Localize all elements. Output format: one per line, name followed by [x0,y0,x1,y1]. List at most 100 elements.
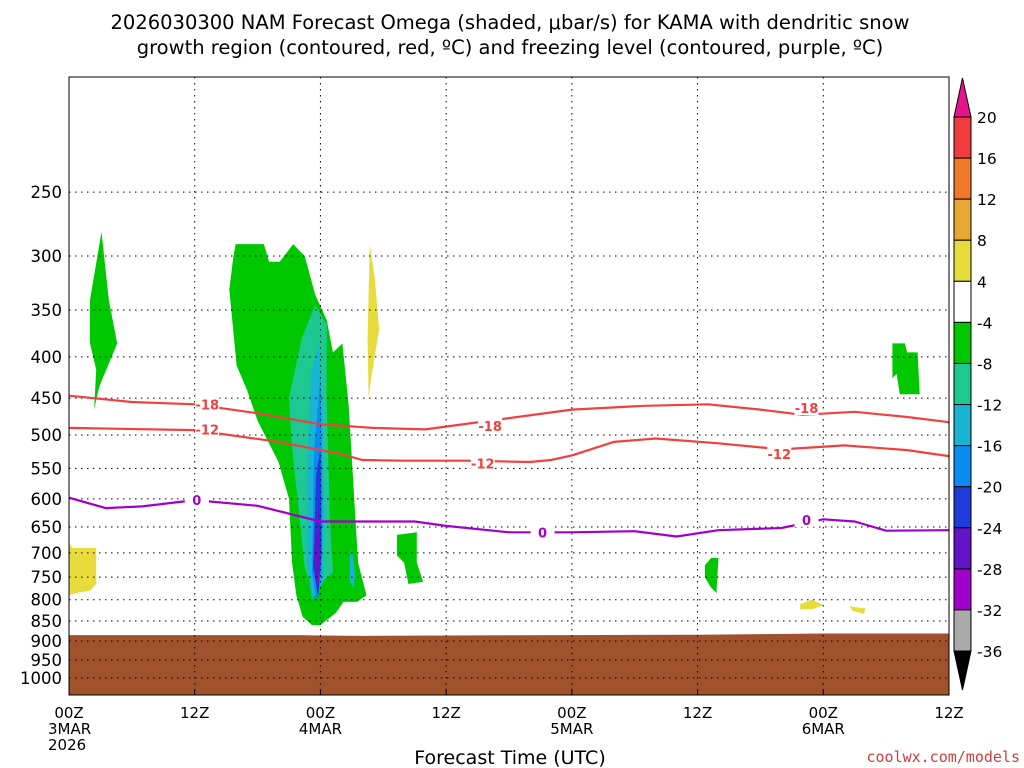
x-tick-label: 5MAR [550,720,593,738]
colorbar-bin-8-12 [953,198,972,241]
colorbar-bin--16--12 [953,404,972,447]
chart-title-line-1: 2026030300 NAM Forecast Omega (shaded, μ… [111,11,910,34]
colorbar-bin--20--16 [953,445,972,488]
y-axis-ticks: 2503003504004505005506006507007508008509… [20,183,62,688]
colorbar-tick-label: -16 [977,438,1002,456]
colorbar-bin-12-16 [953,157,972,200]
y-tick-label: 600 [31,490,63,509]
contour-label-bg [794,511,819,527]
contour-label: -18 [478,420,502,435]
colorbar-bin--24--20 [953,486,972,529]
plot-area [69,231,949,695]
credit-text: coolwx.com/models [866,748,1020,766]
colorbar-tick-label: -28 [977,561,1002,579]
y-tick-label: 350 [31,301,63,320]
contour-label: -12 [768,448,792,463]
colorbar-bin--36--32 [953,609,972,652]
contour-label-bg [794,400,819,416]
x-axis-label: Forecast Time (UTC) [414,747,605,768]
grid-lines [69,77,949,695]
colorbar-bin--32--28 [953,568,972,611]
contour-label-bg [530,524,555,540]
omega-region-13 [800,599,824,610]
x-tick-label: 4MAR [299,720,342,738]
colorbar-tick-label: -4 [977,314,992,332]
contour-label-bg [184,492,209,508]
colorbar-tick-label: 4 [977,273,987,291]
colorbar-tick-label: -8 [977,355,992,373]
contour-label-bg [195,421,220,437]
omega-region-12 [69,542,97,596]
colorbar-bin--12--8 [953,362,972,406]
y-tick-label: 650 [31,518,63,537]
colorbar-bin--28--24 [953,527,972,570]
y-tick-label: 850 [31,612,63,631]
chart-title-line-2: growth region (contoured, red, ºC) and f… [137,36,884,59]
contour-label: -18 [795,402,819,417]
x-tick-label: 00Z [809,704,838,722]
colorbar-over-arrow [953,77,972,118]
x-tick-label: 00Z [306,704,335,722]
colorbar-tick-label: 20 [977,109,997,127]
contour-label: -12 [196,423,220,438]
colorbar-tick-label: -32 [977,602,1002,620]
contour-label: 0 [192,494,201,509]
colorbar-bin-4-8 [953,239,972,282]
colorbar-tick-label: 12 [977,191,997,209]
y-tick-label: 750 [31,568,63,587]
colorbar-tick-label: -36 [977,643,1002,661]
omega-region-9 [704,557,719,594]
omega-region-7 [349,547,355,589]
colorbar-bin-16-20 [953,116,972,159]
y-tick-label: 450 [31,389,63,408]
colorbar-tick-label: 16 [977,150,997,168]
omega-region-10 [892,343,920,395]
colorbar-bin--8--4 [953,321,972,364]
y-tick-label: 500 [31,426,63,445]
x-tick-label: 6MAR [802,720,845,738]
x-tick-label: 2026 [48,736,86,754]
y-tick-label: 900 [31,632,63,651]
temperature-contours: -18 -18 -18 -12 -12 -12 0 0 0 [69,394,949,541]
colorbar-bin--4-4 [953,280,972,323]
contour-line-1 [69,426,949,464]
x-tick-label: 12Z [180,704,209,722]
x-tick-label: 12Z [431,704,460,722]
x-tick-label: 12Z [683,704,712,722]
colorbar-tick-label: -24 [977,520,1002,538]
x-tick-label: 00Z [557,704,586,722]
contour-label-bg [767,446,792,462]
y-tick-label: 250 [31,183,63,202]
contour-label: 0 [802,514,811,529]
x-tick-label: 3MAR [48,720,91,738]
y-tick-label: 800 [31,591,63,610]
y-tick-label: 950 [31,651,63,670]
contour-label: -12 [471,457,495,472]
omega-region-6 [314,498,321,596]
contour-label-bg [470,455,495,471]
contour-label: -18 [196,398,220,413]
contour-label-bg [195,396,220,412]
omega-region-11 [367,244,380,399]
y-tick-label: 400 [31,348,63,367]
y-tick-label: 300 [31,247,63,266]
y-tick-label: 700 [31,544,63,563]
omega-region-0 [90,231,118,410]
plot-frame [68,76,950,696]
ground-terrain [69,633,949,695]
colorbar-tick-label: 8 [977,232,987,250]
y-tick-label: 550 [31,459,63,478]
colorbar-under-arrow [953,650,972,691]
omega-region-14 [849,606,866,614]
contour-label: 0 [538,526,547,541]
colorbar-tick-label: -12 [977,397,1002,415]
contour-label-bg [478,417,503,433]
x-tick-label: 12Z [934,704,963,722]
colorbar-tick-label: -20 [977,479,1002,497]
omega-region-8 [396,532,424,584]
omega-colorbar: 20 16 12 8 4 -4 -8 -12 -16 -20 -24 -28 -32 -36 [953,77,1002,691]
y-tick-label: 1000 [20,669,62,688]
x-tick-label: 00Z [54,704,83,722]
